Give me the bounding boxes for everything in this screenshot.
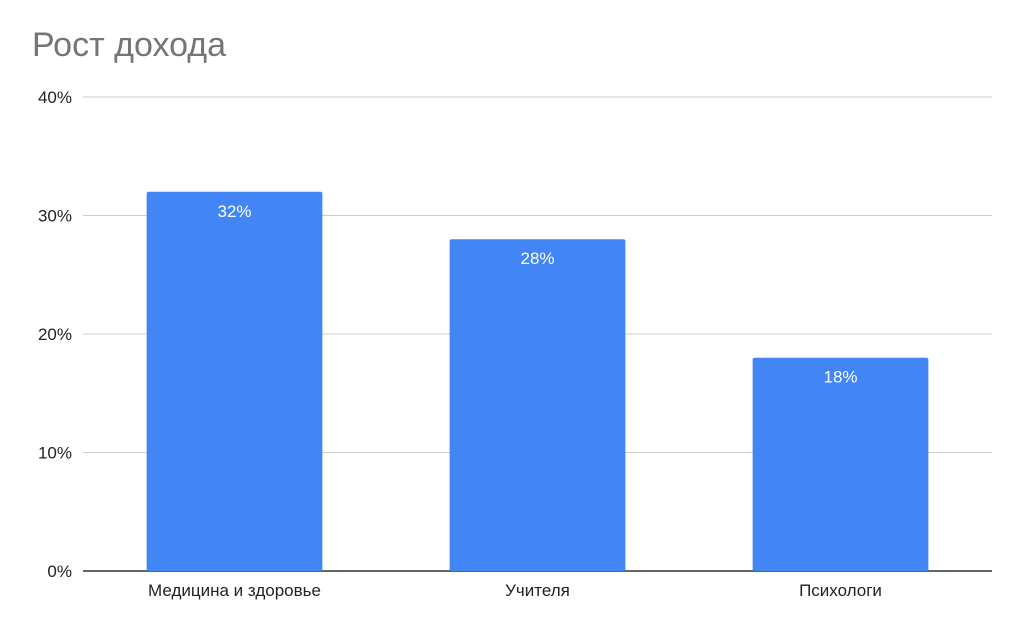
bar-data-label: 18% bbox=[823, 368, 857, 387]
bar bbox=[146, 191, 323, 572]
y-tick-label: 20% bbox=[38, 325, 72, 344]
x-tick-label: Медицина и здоровье bbox=[148, 581, 321, 600]
x-tick-label: Психологи bbox=[799, 581, 882, 600]
bar bbox=[449, 239, 626, 571]
x-tick-label: Учителя bbox=[505, 581, 570, 600]
y-tick-label: 10% bbox=[38, 444, 72, 463]
labels: 0% 10% 20% 30% 40% 32% Медицина и здоровье 28% У… bbox=[38, 88, 882, 600]
chart-title: Рост дохода bbox=[32, 26, 227, 64]
bar bbox=[752, 357, 929, 571]
bar-data-label: 32% bbox=[217, 202, 251, 221]
y-tick-label: 40% bbox=[38, 88, 72, 107]
bar-data-label: 28% bbox=[520, 249, 554, 268]
bars bbox=[146, 191, 929, 572]
y-tick-label: 30% bbox=[38, 207, 72, 226]
y-tick-label: 0% bbox=[47, 562, 72, 581]
